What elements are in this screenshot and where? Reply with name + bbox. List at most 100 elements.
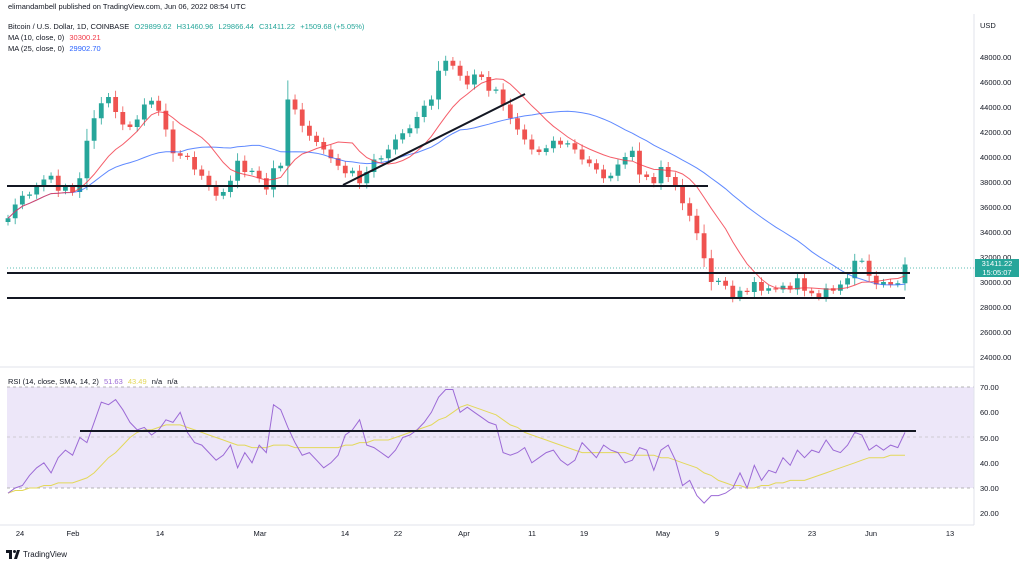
trendline[interactable] xyxy=(342,93,526,186)
candle-body[interactable] xyxy=(522,129,528,140)
candle-body[interactable] xyxy=(701,233,707,259)
candle-body[interactable] xyxy=(802,278,807,291)
candle-body[interactable] xyxy=(694,215,700,234)
ma25-legend[interactable]: MA (25, close, 0) 29902.70 xyxy=(8,44,101,53)
candle-body[interactable] xyxy=(536,149,542,153)
candle-body[interactable] xyxy=(816,293,822,297)
candle-body[interactable] xyxy=(809,290,815,294)
candle-body[interactable] xyxy=(436,70,441,100)
candle-body[interactable] xyxy=(400,133,406,140)
candle-body[interactable] xyxy=(84,140,90,179)
candle-body[interactable] xyxy=(873,275,879,285)
candle-body[interactable] xyxy=(134,119,140,128)
candle-body[interactable] xyxy=(723,280,728,286)
candle-body[interactable] xyxy=(242,160,248,172)
candle-body[interactable] xyxy=(350,170,355,174)
candle-body[interactable] xyxy=(98,103,104,119)
candle-body[interactable] xyxy=(199,169,205,176)
candle-body[interactable] xyxy=(414,117,420,129)
candle-body[interactable] xyxy=(48,175,54,180)
candle-body[interactable] xyxy=(63,187,68,191)
candle-body[interactable] xyxy=(565,143,571,145)
candle-body[interactable] xyxy=(378,158,384,160)
candle-body[interactable] xyxy=(156,100,162,111)
candle-body[interactable] xyxy=(306,125,312,136)
candle-body[interactable] xyxy=(19,195,25,205)
candle-body[interactable] xyxy=(687,203,693,216)
candle-body[interactable] xyxy=(529,139,535,150)
candle-body[interactable] xyxy=(235,160,241,181)
candle-body[interactable] xyxy=(385,149,391,159)
candle-body[interactable] xyxy=(249,170,255,172)
candle-body[interactable] xyxy=(665,167,671,177)
candle-body[interactable] xyxy=(120,112,126,125)
candle-body[interactable] xyxy=(27,194,32,196)
candle-body[interactable] xyxy=(773,288,779,290)
candle-body[interactable] xyxy=(299,109,305,126)
candle-body[interactable] xyxy=(428,99,434,106)
candle-body[interactable] xyxy=(371,159,377,173)
ma10-legend[interactable]: MA (10, close, 0) 30300.21 xyxy=(8,33,101,42)
candle-body[interactable] xyxy=(558,140,563,145)
candle-body[interactable] xyxy=(472,74,477,85)
candle-body[interactable] xyxy=(70,187,75,192)
candle-body[interactable] xyxy=(680,185,685,204)
tradingview-logo[interactable]: TradingView xyxy=(6,550,67,559)
candle-body[interactable] xyxy=(759,282,764,291)
candle-body[interactable] xyxy=(34,187,40,195)
candle-body[interactable] xyxy=(823,288,829,297)
candle-body[interactable] xyxy=(658,167,664,184)
candle-body[interactable] xyxy=(780,285,786,290)
candle-body[interactable] xyxy=(443,60,449,71)
candle-body[interactable] xyxy=(629,150,635,157)
candle-body[interactable] xyxy=(55,175,61,191)
candle-body[interactable] xyxy=(881,282,886,285)
candle-body[interactable] xyxy=(457,65,463,76)
candle-body[interactable] xyxy=(127,124,133,128)
candle-body[interactable] xyxy=(256,170,262,179)
rsi-legend[interactable]: RSI (14, close, SMA, 14, 2) 51.63 43.49 … xyxy=(8,377,178,386)
candle-body[interactable] xyxy=(730,285,736,297)
candle-body[interactable] xyxy=(579,149,585,160)
candle-body[interactable] xyxy=(328,149,334,159)
candle-body[interactable] xyxy=(177,153,183,156)
candle-body[interactable] xyxy=(751,282,757,292)
candle-body[interactable] xyxy=(206,175,212,186)
candle-body[interactable] xyxy=(364,172,370,184)
candle-body[interactable] xyxy=(838,284,843,291)
candle-body[interactable] xyxy=(794,278,800,290)
candle-body[interactable] xyxy=(213,185,219,196)
candle-body[interactable] xyxy=(895,283,901,285)
candle-body[interactable] xyxy=(888,282,894,285)
candle-body[interactable] xyxy=(106,97,111,104)
candle-body[interactable] xyxy=(493,89,499,91)
candle-body[interactable] xyxy=(170,129,176,154)
candle-body[interactable] xyxy=(271,168,276,190)
candle-body[interactable] xyxy=(651,177,657,184)
candle-body[interactable] xyxy=(615,164,621,176)
candle-body[interactable] xyxy=(586,159,592,164)
candle-body[interactable] xyxy=(342,165,348,174)
candle-body[interactable] xyxy=(672,177,678,186)
candle-body[interactable] xyxy=(766,288,772,291)
candle-body[interactable] xyxy=(737,290,743,297)
candle-body[interactable] xyxy=(185,155,190,157)
candle-body[interactable] xyxy=(263,178,269,190)
candle-body[interactable] xyxy=(407,128,413,134)
candle-body[interactable] xyxy=(393,139,398,150)
candle-body[interactable] xyxy=(500,89,506,105)
candle-body[interactable] xyxy=(113,97,119,112)
candle-body[interactable] xyxy=(787,285,793,290)
candle-body[interactable] xyxy=(141,104,147,120)
candle-body[interactable] xyxy=(716,280,721,282)
candle-body[interactable] xyxy=(601,169,607,179)
candle-body[interactable] xyxy=(149,100,154,105)
candle-body[interactable] xyxy=(550,140,556,149)
symbol-title[interactable]: Bitcoin / U.S. Dollar, 1D, COINBASE xyxy=(8,22,130,31)
candle-body[interactable] xyxy=(543,148,549,152)
candle-body[interactable] xyxy=(163,110,169,130)
candle-body[interactable] xyxy=(644,174,650,178)
symbol-legend-row[interactable]: Bitcoin / U.S. Dollar, 1D, COINBASE O298… xyxy=(8,22,364,31)
candle-body[interactable] xyxy=(41,179,47,188)
